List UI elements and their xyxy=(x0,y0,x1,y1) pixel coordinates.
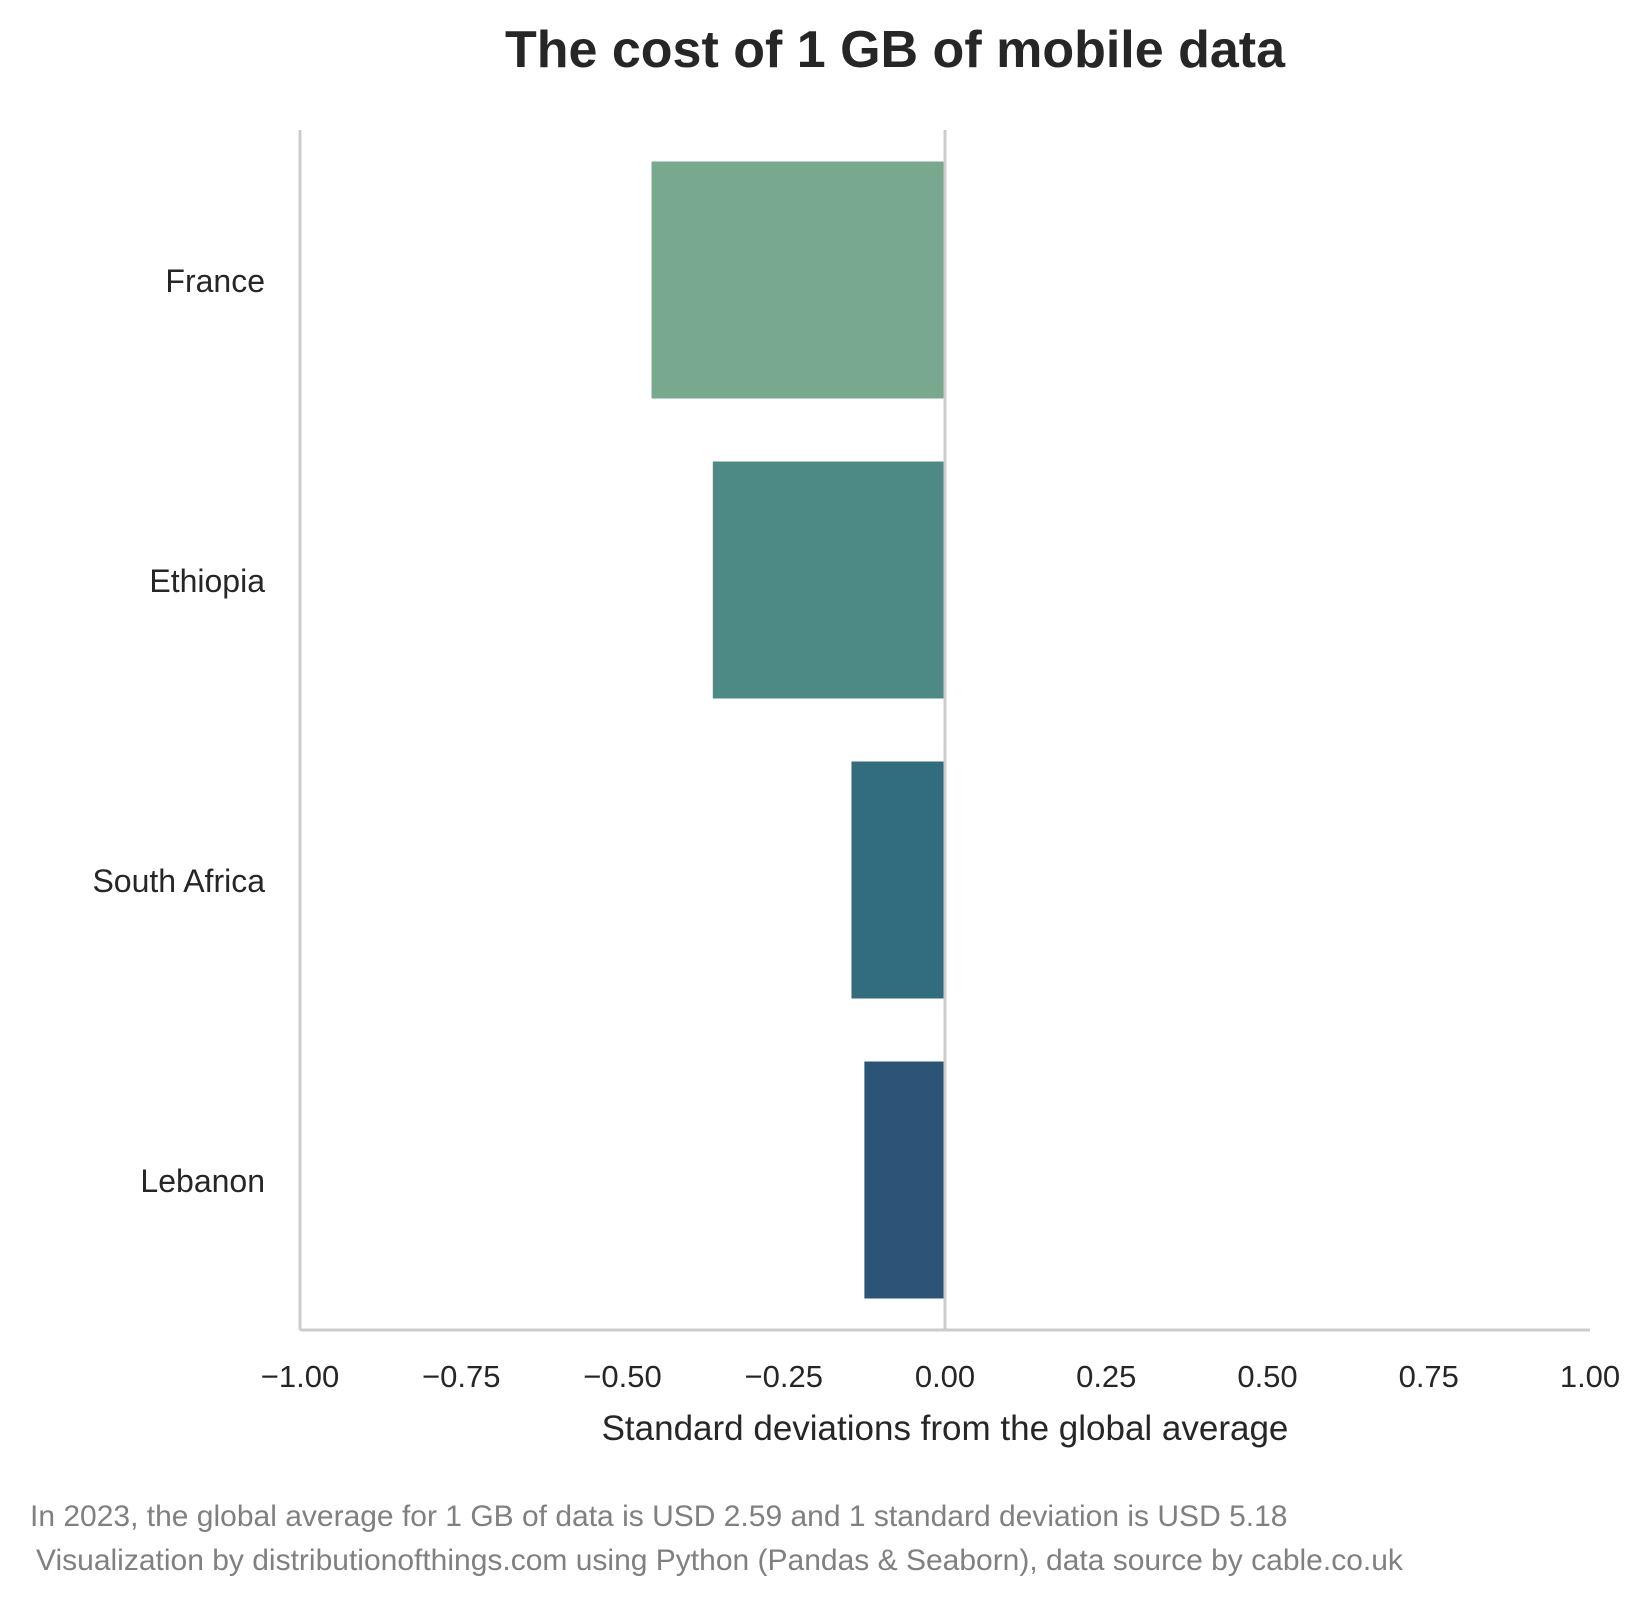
category-label: France xyxy=(165,263,265,299)
x-tick-label: −0.75 xyxy=(422,1359,500,1394)
x-tick-label: −1.00 xyxy=(261,1359,339,1394)
category-label: South Africa xyxy=(92,863,265,899)
caption-line-2: Visualization by distributionofthings.co… xyxy=(36,1544,1403,1577)
chart-title: The cost of 1 GB of mobile data xyxy=(504,21,1286,79)
bars-group xyxy=(651,161,945,1299)
x-tick-label: 0.00 xyxy=(915,1359,975,1394)
x-tick-labels: −1.00 −0.75 −0.50 −0.25 0.00 0.25 0.50 0.75 1.00 xyxy=(261,1359,1620,1394)
bar-south-africa xyxy=(851,761,945,999)
x-axis-label: Standard deviations from the global aver… xyxy=(602,1409,1289,1448)
bar-ethiopia xyxy=(712,461,945,699)
x-tick-label: −0.25 xyxy=(745,1359,823,1394)
category-label: Ethiopia xyxy=(149,563,265,599)
bar-france xyxy=(651,161,945,399)
x-tick-label: 1.00 xyxy=(1560,1359,1620,1394)
x-tick-label: 0.50 xyxy=(1237,1359,1297,1394)
x-tick-label: 0.25 xyxy=(1076,1359,1136,1394)
category-label: Lebanon xyxy=(140,1163,265,1199)
y-category-labels: France Ethiopia South Africa Lebanon xyxy=(92,263,265,1199)
x-tick-label: −0.50 xyxy=(583,1359,661,1394)
x-tick-label: 0.75 xyxy=(1399,1359,1459,1394)
bar-lebanon xyxy=(864,1061,945,1299)
caption-line-1: In 2023, the global average for 1 GB of … xyxy=(30,1500,1288,1533)
